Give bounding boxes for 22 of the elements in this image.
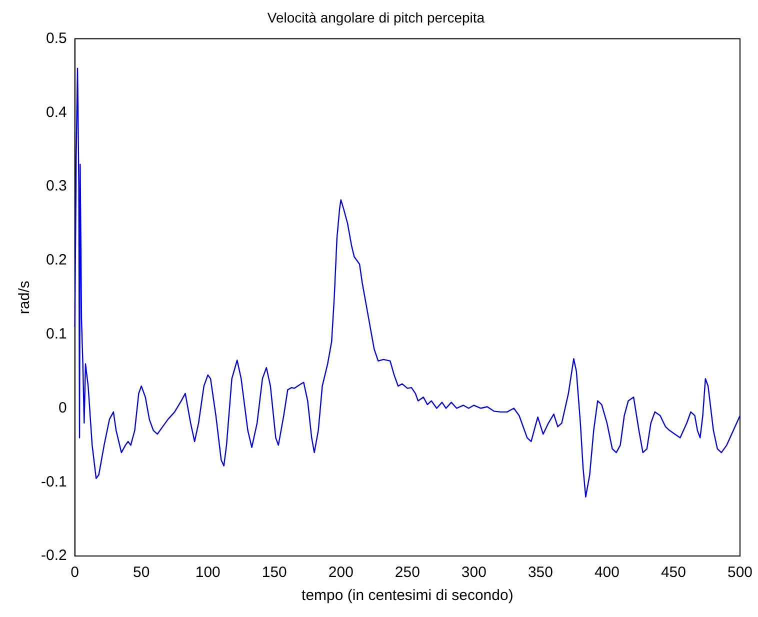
x-tick-label: 500 [727,564,753,582]
y-tick-label: 0.2 [46,252,67,269]
y-tick-label: 0.4 [46,104,67,121]
x-axis-title: tempo (in centesimi di secondo) [302,587,514,604]
x-tick-label: 200 [328,564,354,582]
y-tick-label: 0.3 [46,178,67,195]
y-axis-title: rad/s [16,280,34,314]
x-tick-label: 0 [70,564,80,582]
x-tick-label: 300 [461,564,486,582]
x-tick-label: 450 [660,564,686,582]
x-tick-label: 150 [262,564,287,582]
x-tick-label: 250 [394,564,420,582]
y-tick-label: 0.5 [46,30,67,47]
y-tick-label: -0.2 [40,547,67,564]
x-tick-label: 50 [133,564,150,582]
x-tick-label: 100 [195,564,220,582]
x-tick-label: 400 [594,564,620,582]
y-tick-label: 0.1 [46,325,67,342]
chart-title: Velocità angolare di pitch percepita [267,9,485,26]
y-tick-label: -0.1 [40,473,67,490]
x-tick-label: 350 [528,564,553,582]
y-tick-label: 0 [58,399,67,416]
